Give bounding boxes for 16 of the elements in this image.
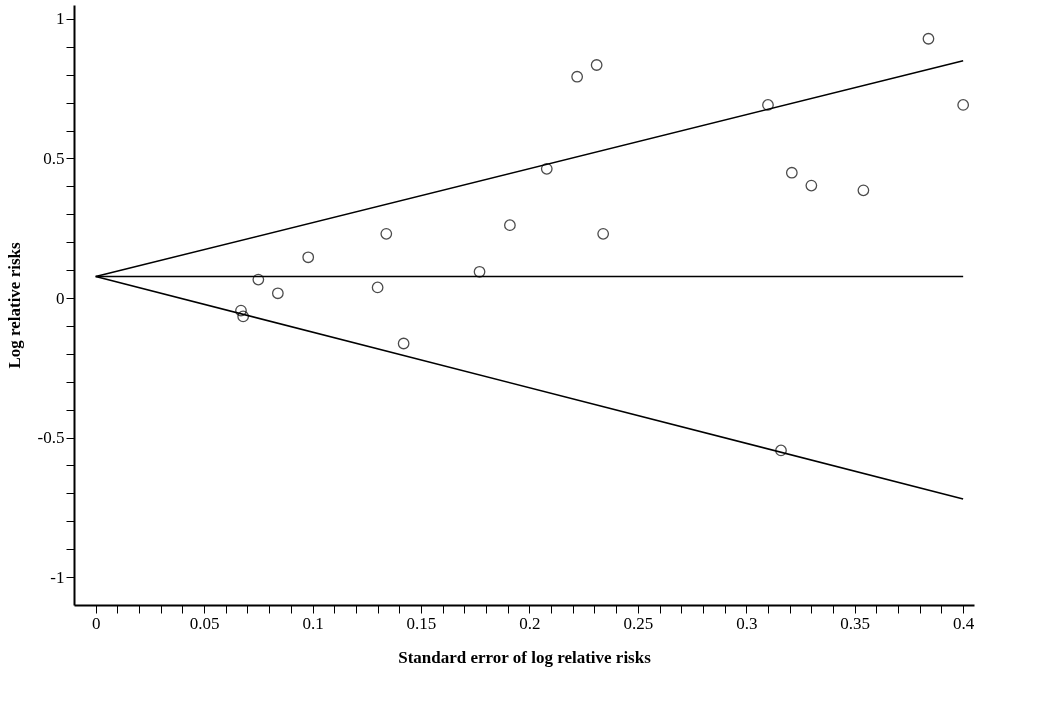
y-tick-label: -0.5 bbox=[37, 428, 65, 448]
x-axis-title: Standard error of log relative risks bbox=[398, 647, 652, 667]
x-tick-label: 0.1 bbox=[302, 613, 324, 633]
x-tick-label: 0.35 bbox=[840, 613, 871, 633]
x-tick-label: 0.15 bbox=[406, 613, 437, 633]
x-tick-label: 0.4 bbox=[953, 613, 975, 633]
x-tick-label: 0.3 bbox=[736, 613, 758, 633]
x-tick-label: 0.05 bbox=[189, 613, 220, 633]
y-tick-label: 0 bbox=[56, 288, 65, 308]
x-tick-label: 0 bbox=[91, 613, 101, 633]
x-tick-label: 0.2 bbox=[519, 613, 541, 633]
y-axis-title: Log relative risks bbox=[4, 242, 24, 369]
y-tick-label: -1 bbox=[50, 567, 65, 587]
x-tick-label: 0.25 bbox=[623, 613, 654, 633]
y-tick-label: 1 bbox=[56, 9, 65, 29]
y-tick-label: 0.5 bbox=[43, 148, 65, 168]
